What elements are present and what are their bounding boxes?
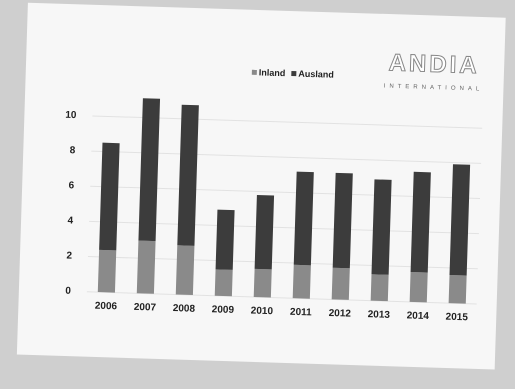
y-tick-label: 2: [66, 251, 72, 262]
bar-segment: [371, 179, 392, 275]
bar-segment: [253, 268, 272, 298]
x-tick-label: 2013: [367, 309, 390, 321]
bar-segment: [214, 269, 233, 297]
x-tick-label: 2006: [95, 301, 118, 313]
bar-segment: [332, 172, 353, 269]
x-tick-label: 2011: [290, 307, 312, 319]
bar-segment: [292, 264, 311, 299]
x-tick-label: 2009: [212, 304, 235, 316]
bar-segment: [215, 209, 235, 270]
legend-label: Inland: [259, 67, 286, 78]
y-tick-label: 10: [65, 110, 77, 121]
bar-segment: [97, 249, 117, 293]
bar-segment: [448, 274, 467, 304]
bar-segment: [138, 98, 161, 242]
y-tick-label: 6: [68, 180, 74, 191]
logo: ANDIA: [388, 49, 480, 79]
bar-segment: [99, 142, 120, 251]
legend-swatch: [251, 69, 257, 75]
bar-segment: [331, 267, 350, 300]
bar-segment: [175, 245, 195, 296]
bar-segment: [136, 240, 156, 294]
legend-swatch: [291, 71, 297, 77]
bar-segment: [409, 271, 428, 303]
x-tick-label: 2012: [329, 308, 352, 320]
y-tick-label: 0: [65, 286, 71, 297]
y-tick-label: 8: [70, 145, 76, 156]
x-tick-label: 2010: [251, 306, 274, 318]
bar-segment: [254, 195, 275, 270]
bar-segment: [410, 171, 431, 273]
legend-label: Ausland: [298, 69, 334, 80]
x-tick-label: 2008: [173, 303, 196, 315]
bar-segment: [177, 104, 199, 246]
bar-segment: [449, 164, 471, 276]
paper: ANDIA INTERNATIONAL 0 2 4 6 8 10 Inland Ausland…: [16, 2, 506, 370]
y-tick-label: 4: [67, 215, 73, 226]
bar-segment: [293, 171, 314, 266]
x-tick-label: 2015: [445, 312, 468, 324]
x-tick-label: 2014: [406, 310, 429, 322]
logo-subtitle: INTERNATIONAL: [384, 84, 484, 93]
bar-segment: [370, 274, 389, 302]
x-tick-label: 2007: [134, 302, 157, 314]
